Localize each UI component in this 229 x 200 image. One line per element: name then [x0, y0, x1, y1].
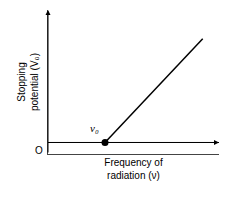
svg-text:ν₀: ν₀: [90, 122, 99, 134]
svg-text:Frequency ofradiation (ν): Frequency ofradiation (ν): [104, 157, 163, 181]
svg-text:O: O: [35, 145, 43, 156]
svg-text:Stoppingpotential (V₀): Stoppingpotential (V₀): [16, 53, 40, 111]
